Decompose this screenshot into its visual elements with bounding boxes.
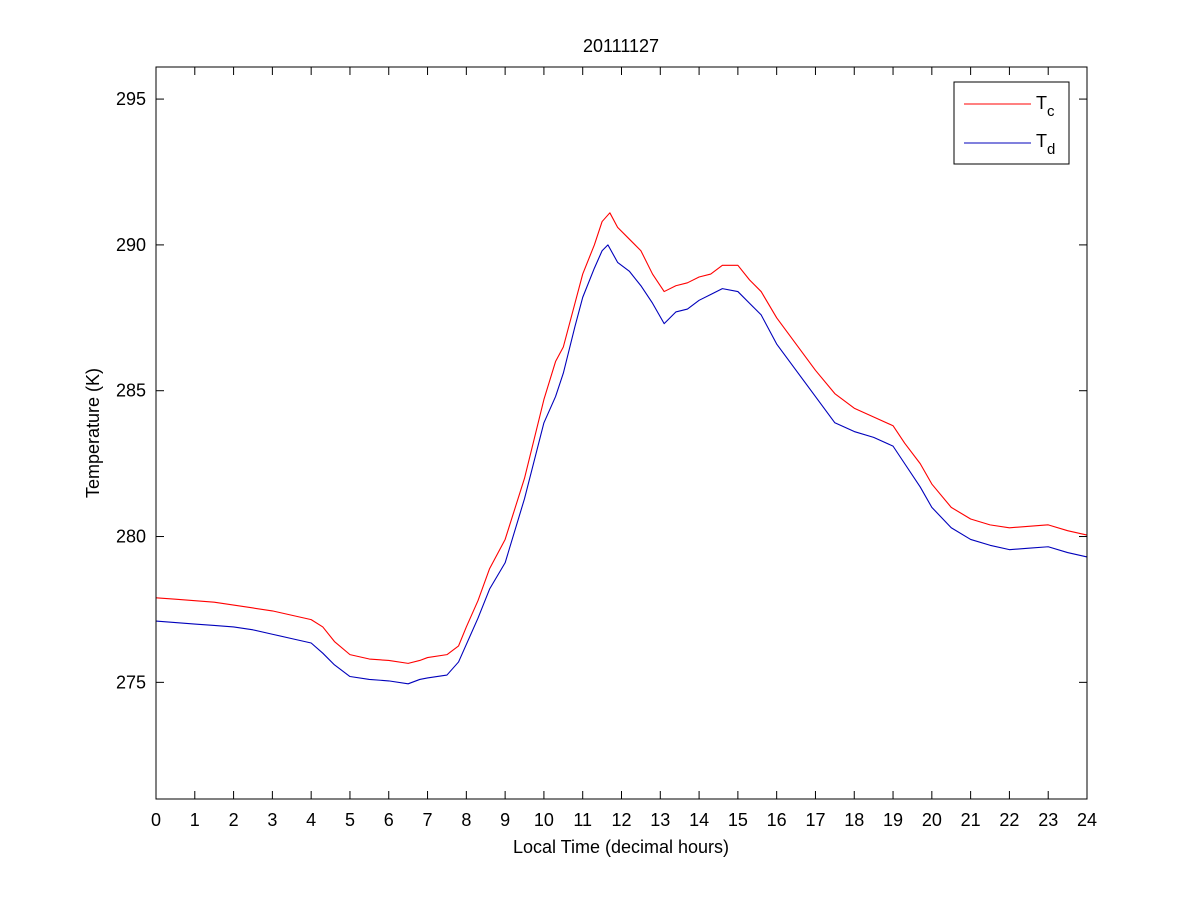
x-axis-label: Local Time (decimal hours) [513,837,729,857]
x-tick-label: 7 [423,810,433,830]
chart-title: 20111127 [583,36,659,56]
legend-box [953,81,1070,165]
x-tick-label: 22 [999,810,1019,830]
x-tick-label: 3 [267,810,277,830]
x-tick-label: 16 [767,810,787,830]
x-axis: 0 1 2 3 4 5 6 7 8 9 10 11 12 13 14 15 16 17 18 19 20 21 22 23 24 [151,67,1097,830]
x-tick-label: 17 [805,810,825,830]
x-tick-label: 12 [611,810,631,830]
series-line-td [155,244,1088,685]
x-tick-label: 5 [345,810,355,830]
x-tick-label: 15 [728,810,748,830]
legend-label-td: Td [1036,131,1055,158]
x-tick-label: 10 [534,810,554,830]
x-tick-label: 0 [151,810,161,830]
legend: Tc Td [953,81,1070,165]
y-tick-label: 275 [116,672,146,692]
x-tick-label: 11 [573,810,592,830]
x-tick-label: 24 [1077,810,1097,830]
x-tick-label: 21 [961,810,981,830]
series-line-tc [155,212,1088,664]
x-tick-label: 20 [922,810,942,830]
y-tick-label: 295 [116,89,146,109]
y-tick-label: 285 [116,381,146,401]
series-layer [155,212,1088,685]
x-tick-label: 2 [229,810,239,830]
y-axis: 275 280 285 290 295 [116,89,1087,692]
x-tick-label: 13 [650,810,670,830]
x-tick-label: 4 [306,810,316,830]
x-tick-label: 9 [500,810,510,830]
x-tick-label: 1 [190,810,200,830]
legend-label-tc: Tc [1036,93,1055,120]
x-tick-label: 8 [461,810,471,830]
x-tick-label: 19 [883,810,903,830]
y-axis-label: Temperature (K) [83,368,103,498]
plot-area [156,67,1087,799]
x-tick-label: 23 [1038,810,1058,830]
x-tick-label: 18 [844,810,864,830]
y-tick-label: 280 [116,527,146,547]
x-tick-label: 14 [689,810,709,830]
y-tick-label: 290 [116,235,146,255]
x-tick-label: 6 [384,810,394,830]
